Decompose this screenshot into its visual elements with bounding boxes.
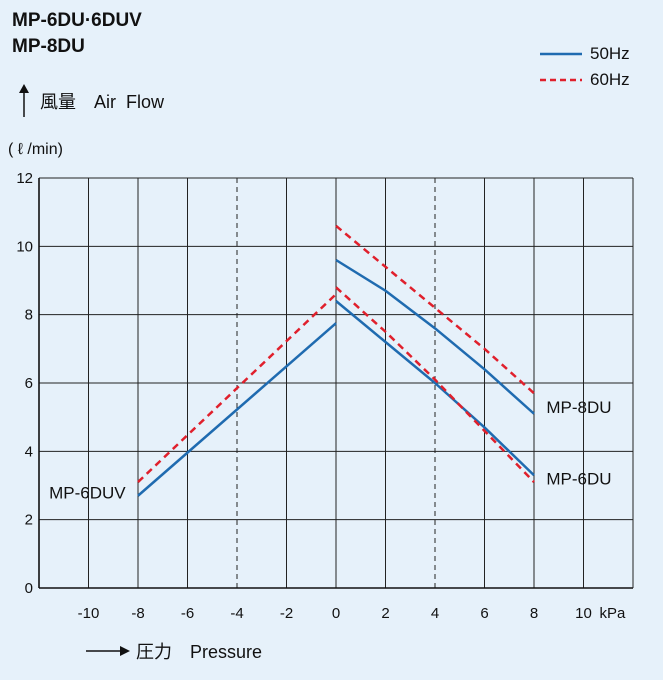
x-axis-label: 圧力 Pressure [86,638,262,664]
chart-title-line1: MP-6DU·6DUV [12,10,142,31]
right-arrow-icon [86,646,130,656]
y-tick-label: 2 [25,512,33,529]
y-tick-label: 0 [25,580,33,597]
series-annotation: MP-6DU [546,470,611,489]
y-axis-label-text: 風量 Air Flow [40,92,165,112]
series-line-mp-6du-60hz [335,286,535,483]
x-tick-label: 10 [575,605,592,622]
x-tick-label: -4 [230,605,243,622]
x-tick-label: 0 [332,605,340,622]
y-axis-label: 風量 Air Flow [16,84,164,118]
y-tick-label: 8 [25,307,33,324]
x-tick-label: -8 [131,605,144,622]
y-tick-label: 12 [16,170,33,187]
chart-title-line2: MP-8DU [12,36,85,57]
up-arrow-icon [19,84,29,117]
x-tick-label: -10 [78,605,100,622]
x-tick-label: 4 [431,605,439,622]
y-tick-label: 6 [25,375,33,392]
y-tick-label: 4 [25,443,33,460]
x-tick-label: -2 [280,605,293,622]
series-line-mp-6duv-50hz [137,322,337,497]
x-tick-label: -6 [181,605,194,622]
legend-item-60hz: 60Hz [540,70,630,90]
legend-label-60hz: 60Hz [590,70,630,89]
x-tick-label: 8 [530,605,538,622]
legend-label-50hz: 50Hz [590,44,630,63]
y-axis-unit: ( ℓ /min) [8,141,63,158]
series-line-mp-6duv-60hz [137,293,337,483]
x-axis-unit: kPa [600,605,627,622]
series-line-mp-8du-60hz [335,224,535,395]
series-annotation: MP-6DUV [49,483,126,502]
y-tick-label: 10 [16,238,33,255]
series-line-mp-6du-50hz [335,300,535,477]
x-axis-label-text: 圧力 Pressure [136,642,263,662]
legend-item-50hz: 50Hz [540,44,630,64]
series-annotation: MP-8DU [546,398,611,417]
legend-solid-line-swatch [540,52,582,56]
x-tick-label: 2 [381,605,389,622]
series-line-mp-8du-50hz [335,258,535,415]
x-tick-label: 6 [480,605,488,622]
legend-dashed-line-swatch [540,78,582,82]
